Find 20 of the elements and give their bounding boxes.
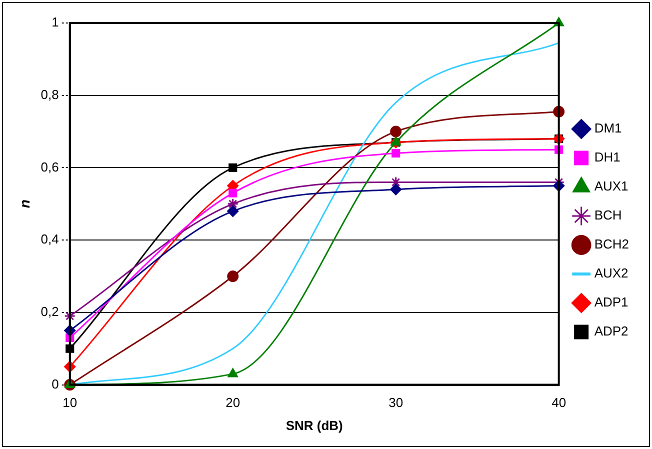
- legend-label: AUX1: [594, 178, 628, 194]
- legend-label: ADP2: [594, 324, 628, 339]
- y-tick-label: 0,2: [40, 304, 59, 320]
- y-tick-label: 0,8: [40, 86, 59, 102]
- legend-label: ADP1: [594, 294, 628, 310]
- x-tick-label: 30: [388, 395, 404, 410]
- legend-label: AUX2: [594, 266, 628, 281]
- y-tick-label: 0,6: [40, 159, 59, 174]
- x-tick-label: 20: [226, 395, 240, 410]
- legend-label: BCH2: [594, 236, 630, 252]
- x-tick-label: 40: [552, 395, 566, 410]
- y-tick-label: 0: [52, 376, 59, 392]
- legend-label: DH1: [594, 150, 620, 165]
- x-tick-label: 10: [62, 395, 78, 410]
- y-axis-title: n: [16, 200, 32, 208]
- legend-label: DM1: [594, 120, 622, 136]
- y-tick-label: 1: [52, 14, 59, 30]
- y-tick-label: 0,4: [40, 232, 59, 247]
- legend-label: BCH: [594, 208, 622, 223]
- x-axis-title: SNR (dB): [286, 418, 343, 433]
